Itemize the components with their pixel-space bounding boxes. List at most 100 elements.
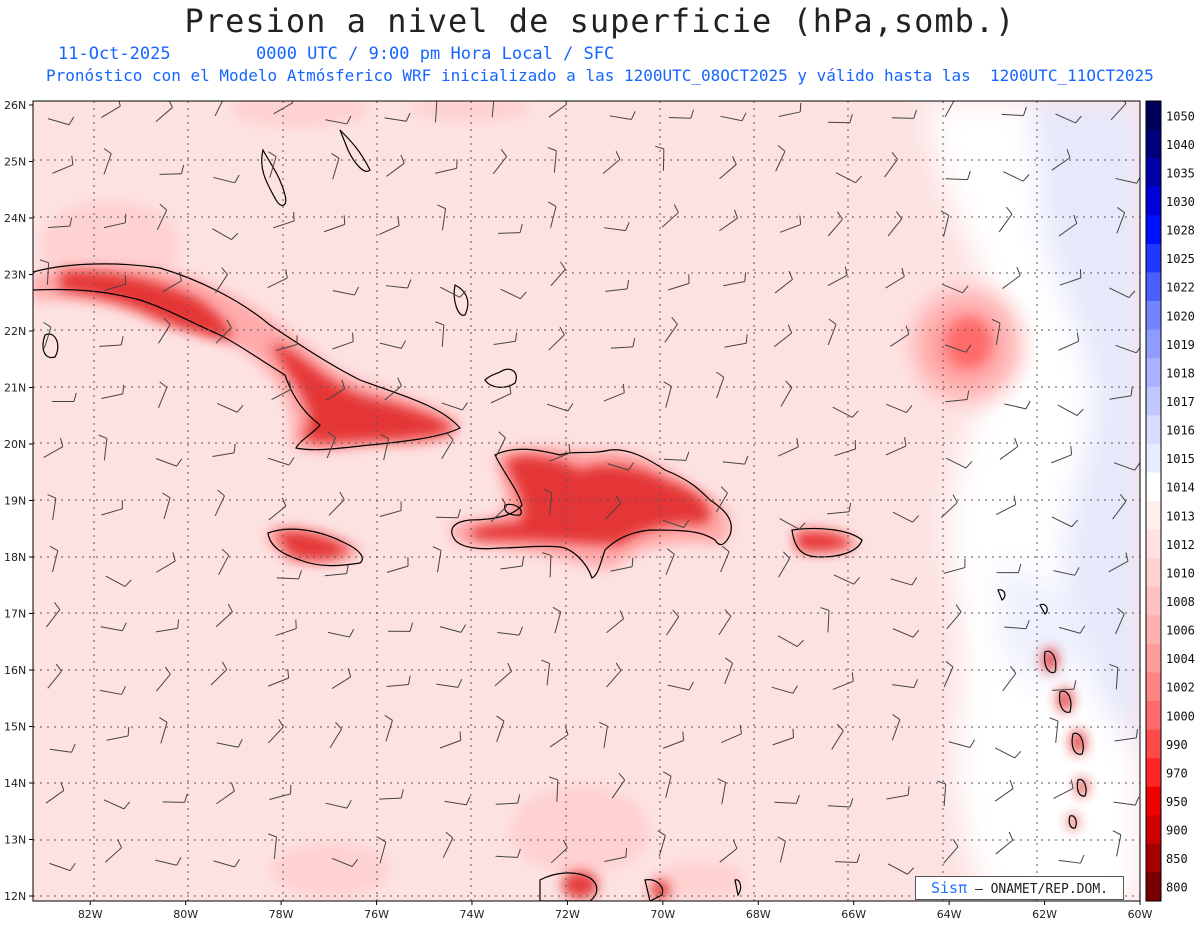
wind-barb-flag (507, 662, 513, 672)
colorbar-label: 1010 (1166, 566, 1195, 580)
wind-barb-flag (632, 337, 636, 347)
wind-barb-flag (1074, 567, 1080, 576)
lat-label: 26N (4, 99, 26, 112)
wind-barb (325, 802, 348, 809)
wind-barb (779, 224, 801, 233)
wind-barb (155, 627, 178, 633)
wind-barb (554, 611, 562, 634)
wind-barb (1058, 340, 1079, 351)
wind-barb-flag (1022, 174, 1030, 182)
wind-barb (779, 840, 786, 863)
lat-label: 20N (4, 438, 26, 451)
wind-barb (607, 463, 629, 471)
colorbar-swatch (1146, 758, 1161, 788)
wind-barb (158, 387, 168, 408)
lon-label: 78W (269, 908, 294, 921)
wind-barb (995, 322, 1001, 345)
wind-barb (827, 805, 851, 808)
wind-barb-flag (446, 432, 454, 441)
wind-barb (723, 280, 745, 287)
wind-barb (215, 327, 232, 344)
wind-barb (379, 342, 402, 349)
wind-barb-flag (1109, 663, 1118, 668)
wind-barb-flag (966, 390, 970, 400)
wind-barb-flag (437, 204, 446, 210)
colorbar-label: 1017 (1166, 395, 1195, 409)
wind-barb (606, 670, 622, 688)
wind-barb-flag (69, 862, 76, 871)
wind-barb-flag (672, 609, 680, 618)
wind-barb-flag (327, 431, 336, 439)
wind-barb (550, 847, 568, 864)
wind-barb-flag (1008, 831, 1014, 841)
wind-barb-flag (619, 610, 625, 619)
wind-barb (1109, 395, 1132, 400)
wind-barb (379, 841, 387, 864)
wind-barb (43, 327, 52, 349)
wind-barb-flag (744, 455, 749, 465)
colorbar-label: 1002 (1166, 681, 1195, 695)
wind-barb (892, 511, 913, 523)
wind-barb-flag (233, 443, 236, 453)
wind-barb-flag (1066, 149, 1071, 158)
colorbar-label: 1028 (1166, 224, 1195, 238)
wind-barb (271, 388, 292, 401)
wind-barb-flag (47, 494, 57, 499)
wind-barb-flag (657, 830, 666, 836)
wind-barb-flag (519, 223, 523, 233)
wind-barb-flag (798, 522, 806, 530)
wind-barb-flag (820, 607, 830, 611)
wind-barb (999, 446, 1019, 460)
wind-barb (46, 609, 61, 628)
wind-barb (386, 162, 405, 177)
wind-barb (385, 285, 408, 289)
wind-barb-flag (1076, 332, 1080, 342)
wind-barb-flag (912, 629, 920, 638)
wind-barb (103, 222, 126, 229)
wind-barb-flag (60, 437, 64, 447)
colorbar-label: 1015 (1166, 452, 1195, 466)
wind-barb (832, 680, 854, 690)
wind-barb-flag (1135, 346, 1140, 354)
wind-barb-flag (217, 489, 225, 497)
wind-barb (719, 217, 738, 232)
wind-barb (163, 497, 171, 520)
wind-barb (155, 107, 173, 123)
wind-barb (156, 560, 176, 573)
wind-barb-flag (848, 502, 852, 512)
wind-barb-flag (236, 404, 244, 413)
wind-barb-flag (122, 384, 124, 394)
wind-barb-flag (55, 663, 62, 672)
longitude-axis: 82W 80W 78W 76W 74W 72W 70W 68W 66W 64W 62W 60W (78, 901, 1153, 921)
wind-barb-flag (331, 152, 340, 159)
wind-barb-flag (851, 672, 854, 682)
lat-label: 25N (4, 156, 26, 169)
wind-barb (945, 398, 968, 403)
wind-barb (99, 344, 122, 347)
wind-barb (218, 555, 230, 576)
wind-barb (604, 856, 627, 863)
wind-barb-flag (521, 557, 524, 567)
wind-barb (890, 333, 910, 347)
wind-barb (720, 115, 743, 122)
wind-barb-flag (547, 147, 557, 152)
wind-barb (52, 164, 74, 174)
wind-barb (946, 457, 967, 469)
wind-barb (833, 574, 855, 585)
wind-barb-flag (457, 508, 461, 518)
wind-barb-flag (347, 668, 352, 678)
wind-barb (268, 677, 289, 687)
wind-barb-flag (517, 848, 521, 858)
wind-barb (658, 835, 666, 857)
wind-barb-flag (435, 321, 445, 326)
wind-barb (779, 518, 800, 530)
wind-barb (1116, 834, 1122, 857)
wind-barb-flag (124, 579, 132, 587)
wind-barb (156, 209, 168, 231)
wind-barb-flag (1128, 290, 1136, 298)
wind-barb (275, 343, 298, 351)
wind-barb (716, 377, 725, 399)
wind-barb (439, 626, 462, 633)
wind-barb (435, 516, 458, 519)
wind-barb (995, 504, 1017, 515)
